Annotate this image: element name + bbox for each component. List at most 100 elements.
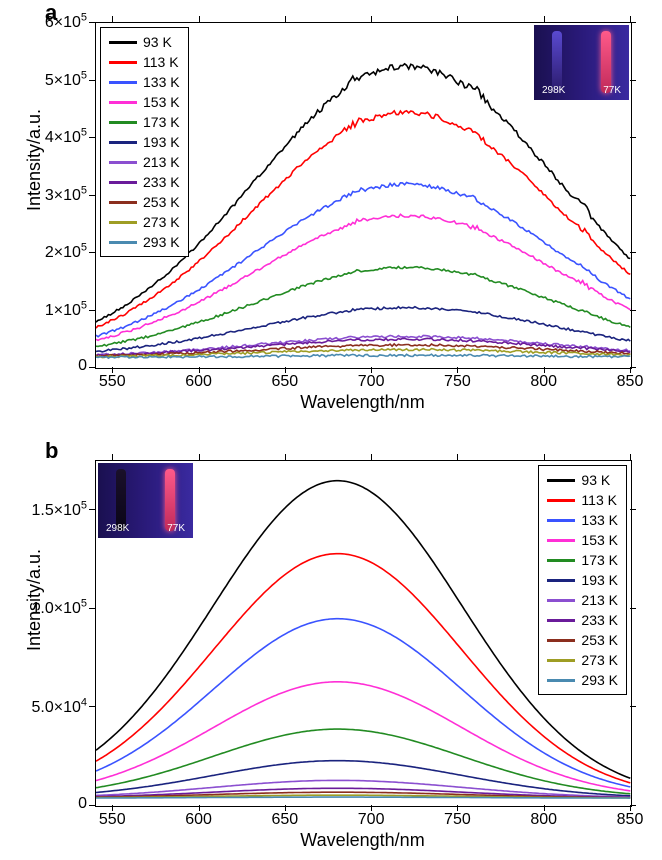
- y-tick-mark: [630, 310, 636, 311]
- panel-a-legend: 93 K 113 K 133 K 153 K173 K 193 K 213 K 233 K 2…: [100, 27, 189, 257]
- panel-b-inset-tube-right: [165, 469, 175, 531]
- legend-item: 173 K: [109, 112, 180, 132]
- x-tick-mark: [630, 454, 631, 460]
- x-tick-mark: [199, 16, 200, 22]
- x-tick-mark: [112, 16, 113, 22]
- y-tick-label: 5.0×104: [27, 696, 87, 716]
- y-tick-label: 5×105: [27, 70, 87, 90]
- legend-label: 253 K: [143, 194, 180, 210]
- y-tick-mark: [89, 608, 95, 609]
- panel-a-xlabel: Wavelength/nm: [95, 392, 630, 413]
- y-tick-mark: [89, 509, 95, 510]
- legend-label: 273 K: [581, 652, 618, 668]
- y-tick-mark: [630, 509, 636, 510]
- legend-item: 173 K: [547, 550, 618, 570]
- y-tick-mark: [630, 80, 636, 81]
- legend-swatch: [547, 579, 575, 582]
- panel-b-inset-label-right: 77K: [167, 523, 185, 534]
- y-tick-mark: [630, 137, 636, 138]
- legend-item: 233 K: [109, 172, 180, 192]
- legend-item: 253 K: [109, 192, 180, 212]
- x-tick-label: 750: [437, 811, 477, 829]
- legend-item: 133 K: [547, 510, 618, 530]
- y-tick-label: 3×105: [27, 185, 87, 205]
- legend-swatch: [547, 619, 575, 622]
- panel-a-plot-area: 298K 77K 93 K 113 K 133 K 153 K173 K 193 K 21…: [95, 22, 632, 369]
- legend-swatch: [109, 121, 137, 124]
- legend-item: 213 K: [109, 152, 180, 172]
- panel-b-plot-area: 298K 77K 93 K113 K133 K153 K173 K193 K21…: [95, 460, 632, 807]
- x-tick-label: 600: [179, 811, 219, 829]
- panel-a-inset: 298K 77K: [534, 25, 629, 100]
- y-tick-mark: [89, 137, 95, 138]
- x-tick-label: 600: [179, 373, 219, 391]
- legend-item: 113 K: [547, 490, 618, 510]
- x-tick-mark: [457, 454, 458, 460]
- legend-label: 193 K: [581, 572, 618, 588]
- legend-swatch: [109, 41, 137, 44]
- x-tick-label: 800: [524, 373, 564, 391]
- legend-label: 133 K: [143, 74, 180, 90]
- y-tick-mark: [89, 195, 95, 196]
- y-tick-mark: [630, 252, 636, 253]
- legend-swatch: [109, 201, 137, 204]
- legend-label: 133 K: [581, 512, 618, 528]
- y-tick-label: 4×105: [27, 127, 87, 147]
- y-tick-mark: [89, 367, 95, 368]
- legend-item: 293 K: [109, 232, 180, 252]
- panel-b-inset-tube-left: [116, 469, 126, 531]
- panel-a-inset-label-left: 298K: [542, 85, 565, 96]
- y-tick-mark: [630, 367, 636, 368]
- legend-item: 193 K: [547, 570, 618, 590]
- y-tick-mark: [630, 22, 636, 23]
- legend-item: 213 K: [547, 590, 618, 610]
- x-tick-mark: [371, 454, 372, 460]
- y-tick-mark: [89, 310, 95, 311]
- spectrum-curve: [96, 267, 630, 347]
- panel-a-ylabel: Intensity/a.u.: [24, 60, 45, 260]
- y-tick-label: 2×105: [27, 242, 87, 262]
- panel-b-label: b: [45, 438, 58, 464]
- legend-label: 193 K: [143, 134, 180, 150]
- panel-a-inset-tube-left: [552, 31, 562, 93]
- legend-swatch: [547, 479, 575, 482]
- legend-swatch: [109, 141, 137, 144]
- y-tick-mark: [89, 22, 95, 23]
- legend-item: 293 K: [547, 670, 618, 690]
- legend-label: 293 K: [143, 234, 180, 250]
- y-tick-label: 6×105: [27, 12, 87, 32]
- legend-swatch: [109, 221, 137, 224]
- spectrum-curve: [96, 682, 630, 791]
- y-tick-mark: [89, 252, 95, 253]
- y-tick-mark: [89, 706, 95, 707]
- legend-item: 153 K: [547, 530, 618, 550]
- y-tick-mark: [630, 706, 636, 707]
- x-tick-mark: [544, 454, 545, 460]
- x-tick-mark: [544, 16, 545, 22]
- x-tick-label: 750: [437, 373, 477, 391]
- legend-item: 193 K: [109, 132, 180, 152]
- legend-label: 93 K: [143, 34, 172, 50]
- legend-item: 153 K: [109, 92, 180, 112]
- x-tick-label: 650: [265, 373, 305, 391]
- spectrum-curve: [96, 354, 630, 358]
- legend-swatch: [109, 101, 137, 104]
- legend-item: 233 K: [547, 610, 618, 630]
- x-tick-label: 550: [92, 373, 132, 391]
- legend-label: 113 K: [143, 54, 179, 70]
- x-tick-label: 700: [351, 373, 391, 391]
- x-tick-label: 850: [610, 811, 650, 829]
- legend-label: 233 K: [143, 174, 180, 190]
- legend-label: 153 K: [581, 532, 618, 548]
- y-tick-mark: [630, 608, 636, 609]
- legend-label: 113 K: [581, 492, 617, 508]
- x-tick-label: 550: [92, 811, 132, 829]
- y-tick-label: 0: [27, 795, 87, 813]
- legend-item: 93 K: [109, 32, 180, 52]
- legend-label: 213 K: [143, 154, 180, 170]
- legend-item: 253 K: [547, 630, 618, 650]
- panel-b-xlabel: Wavelength/nm: [95, 830, 630, 851]
- x-tick-label: 650: [265, 811, 305, 829]
- figure-root: a 298K 77K 93 K113 K133 K153 K173 K193 K…: [0, 0, 662, 860]
- x-tick-mark: [285, 16, 286, 22]
